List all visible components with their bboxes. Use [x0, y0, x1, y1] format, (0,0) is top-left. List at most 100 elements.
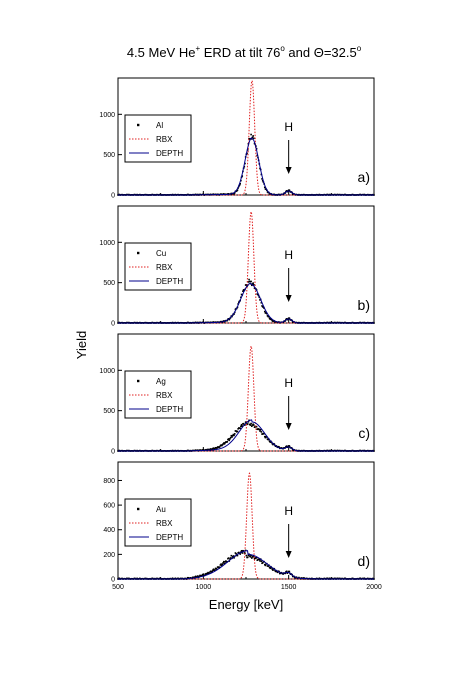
- data-point: [246, 556, 249, 559]
- data-point: [239, 182, 241, 185]
- data-point: [229, 437, 231, 440]
- data-point: [260, 431, 263, 433]
- data-point: [253, 137, 255, 140]
- data-point: [300, 578, 302, 580]
- data-point: [272, 443, 274, 446]
- data-point: [255, 557, 258, 559]
- data-point: [235, 190, 238, 192]
- title-sup: +: [195, 44, 200, 53]
- legend-label: RBX: [156, 135, 173, 144]
- data-point: [258, 428, 261, 431]
- panels: 05001000AlRBXDEPTHHa)05001000CuRBXDEPTHH…: [99, 77, 382, 591]
- data-point: [278, 446, 280, 448]
- legend: Au RBX DEPTH: [124, 498, 192, 547]
- data-point: [251, 424, 254, 426]
- data-point: [229, 558, 231, 560]
- y-axis-label: Yield: [74, 331, 89, 359]
- data-point: [258, 558, 261, 561]
- data-point: [236, 430, 239, 433]
- data-point: [238, 184, 241, 186]
- panel-4: 0 200 400 600 800 500 1000 1500 2000 Au RBX DEPTH Hd…: [103, 461, 382, 591]
- data-point: [250, 554, 252, 557]
- panel-1: 0 500 1000 Al RBX DEPTH Ha): [99, 77, 375, 200]
- data-point: [259, 428, 262, 431]
- y-tick-label: 1000: [99, 240, 115, 247]
- y-tick-label: 0: [111, 577, 115, 584]
- data-point: [235, 553, 237, 555]
- data-point: [266, 312, 268, 315]
- legend-label: RBX: [156, 391, 173, 400]
- data-point: [282, 573, 285, 575]
- data-point: [251, 556, 254, 558]
- legend-label: RBX: [156, 263, 173, 272]
- data-point: [250, 280, 252, 283]
- data-point: [231, 434, 234, 437]
- data-point: [212, 568, 215, 571]
- legend-marker-points: [137, 507, 140, 511]
- data-point: [216, 568, 218, 571]
- data-point: [239, 553, 241, 555]
- data-point: [228, 318, 231, 321]
- data-point: [242, 422, 245, 425]
- data-point: [246, 423, 249, 425]
- annotation-label: H: [284, 504, 293, 518]
- title-and: and Θ=32.5: [285, 45, 357, 60]
- panel-3: 0 500 1000 Ag RBX DEPTH Hc): [99, 333, 375, 456]
- x-tick-label: 1000: [196, 584, 212, 591]
- data-point: [247, 281, 250, 283]
- data-point: [240, 296, 242, 299]
- data-point: [240, 423, 243, 426]
- data-point: [240, 549, 243, 552]
- data-point: [218, 446, 221, 448]
- y-tick-label: 800: [103, 478, 115, 485]
- panel-label: a): [358, 169, 370, 185]
- legend-label: DEPTH: [156, 149, 183, 158]
- data-point: [233, 433, 236, 435]
- x-tick-label: 1500: [281, 584, 297, 591]
- y-tick-label: 500: [103, 280, 115, 287]
- data-point: [270, 318, 272, 320]
- data-point: [229, 436, 232, 439]
- y-tick-label: 500: [103, 152, 115, 159]
- data-point: [210, 570, 212, 573]
- data-point: [268, 317, 271, 320]
- annotation-arrow-head: [285, 295, 292, 302]
- data-point: [271, 442, 274, 445]
- data-point: [245, 554, 248, 557]
- y-tick-label: 600: [103, 503, 115, 510]
- data-point: [233, 557, 235, 559]
- legend-label: Ag: [156, 377, 166, 386]
- y-tick-label: 0: [111, 193, 115, 200]
- data-point: [271, 568, 274, 571]
- annotation-arrow-head: [285, 167, 292, 174]
- data-point: [223, 562, 226, 565]
- data-point: [249, 556, 252, 558]
- annotation-label: H: [284, 120, 293, 134]
- data-point: [208, 572, 211, 574]
- annotation-arrow-head: [285, 551, 292, 558]
- data-point: [233, 192, 236, 194]
- series-points-ag: [117, 419, 375, 452]
- data-point: [228, 439, 231, 442]
- legend: Ag RBX DEPTH: [124, 370, 192, 419]
- data-point: [274, 569, 276, 572]
- panel-2: 0 500 1000 Cu RBX DEPTH Hb): [99, 205, 375, 328]
- annotation-arrow-head: [285, 423, 292, 430]
- data-point: [227, 438, 230, 440]
- data-point: [232, 555, 235, 557]
- data-point: [251, 284, 253, 287]
- title-main: 4.5 MeV He: [127, 45, 196, 60]
- data-point: [263, 310, 266, 313]
- legend-marker-points: [137, 379, 140, 383]
- data-point: [253, 283, 255, 286]
- data-point: [257, 293, 259, 296]
- data-point: [247, 420, 250, 423]
- y-tick-label: 1000: [99, 368, 115, 375]
- data-point: [241, 552, 244, 554]
- data-point: [297, 577, 300, 580]
- data-point: [233, 434, 235, 437]
- series-line-depth: [118, 137, 374, 196]
- data-point: [267, 565, 269, 567]
- data-point: [223, 443, 226, 445]
- data-point: [223, 442, 225, 444]
